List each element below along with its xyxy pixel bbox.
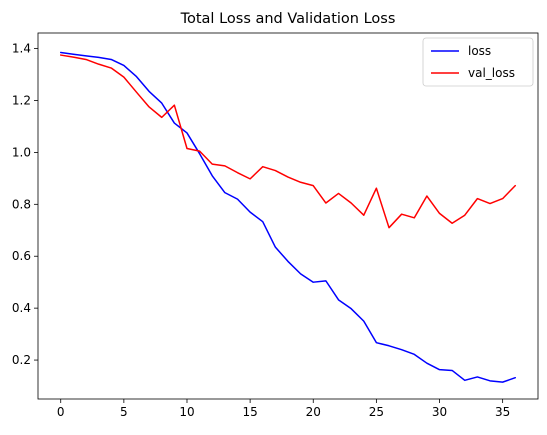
x-tick-label: 0	[57, 405, 65, 419]
x-tick-label: 25	[369, 405, 384, 419]
legend-box	[422, 37, 534, 87]
y-axis: 0.2 0.4 0.6 0.8 1.0 1.2 1.4	[12, 42, 38, 367]
series-layer	[59, 51, 517, 383]
x-tick-label: 10	[179, 405, 194, 419]
chart-title: Total Loss and Validation Loss	[180, 11, 396, 27]
y-tick-label: 0.6	[12, 249, 31, 263]
legend-label: val_loss	[468, 66, 515, 80]
x-tick-label: 30	[432, 405, 447, 419]
legend-label: loss	[468, 44, 491, 58]
x-tick-label: 15	[242, 405, 257, 419]
series-line-loss	[59, 51, 517, 383]
x-tick-label: 20	[306, 405, 321, 419]
y-tick-label: 0.4	[12, 301, 31, 315]
series-line-val-loss	[59, 54, 517, 229]
plot-frame	[37, 32, 539, 400]
x-tick-label: 35	[495, 405, 510, 419]
y-tick-label: 1.4	[12, 42, 31, 56]
x-axis: 0 5 10 15 20 25 30 35	[57, 399, 510, 419]
x-tick-label: 5	[120, 405, 128, 419]
legend: loss val_loss	[422, 37, 534, 87]
y-tick-label: 1.2	[12, 93, 31, 107]
y-tick-label: 1.0	[12, 145, 31, 159]
y-tick-label: 0.2	[12, 353, 31, 367]
y-tick-label: 0.8	[12, 197, 31, 211]
